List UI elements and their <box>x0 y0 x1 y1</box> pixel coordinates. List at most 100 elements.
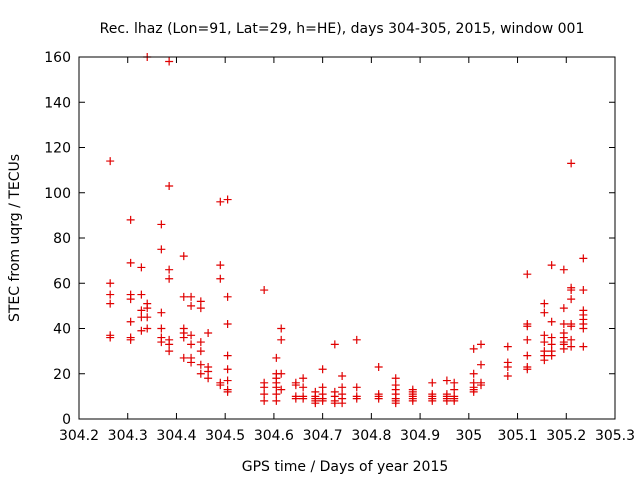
data-point <box>137 326 146 335</box>
data-point <box>204 367 213 376</box>
data-point <box>187 340 196 349</box>
data-point <box>223 365 232 374</box>
y-tick-label: 20 <box>53 367 71 383</box>
data-point <box>503 342 512 351</box>
data-point <box>126 335 135 344</box>
data-point <box>106 279 115 288</box>
x-tick-label: 304.9 <box>400 428 440 444</box>
y-tick-label: 60 <box>53 276 71 292</box>
data-point <box>311 399 320 408</box>
data-point <box>291 381 300 390</box>
data-point <box>567 335 576 344</box>
data-point <box>126 295 135 304</box>
data-point <box>216 381 225 390</box>
data-point <box>352 394 361 403</box>
data-point <box>330 340 339 349</box>
data-point <box>126 317 135 326</box>
data-point <box>179 353 188 362</box>
data-point <box>540 331 549 340</box>
data-point <box>567 286 576 295</box>
x-tick-label: 305.1 <box>497 428 537 444</box>
data-point <box>126 258 135 267</box>
data-point <box>196 347 205 356</box>
data-points <box>106 53 588 408</box>
data-point <box>223 319 232 328</box>
data-point <box>391 399 400 408</box>
x-tick-label: 305.3 <box>595 428 635 444</box>
data-point <box>106 299 115 308</box>
data-point <box>216 261 225 270</box>
data-point <box>277 369 286 378</box>
data-point <box>540 338 549 347</box>
data-point <box>216 274 225 283</box>
data-point <box>299 394 308 403</box>
data-point <box>579 286 588 295</box>
data-point <box>223 351 232 360</box>
data-point <box>567 159 576 168</box>
y-axis-label: STEC from uqrg / TECUs <box>7 154 23 322</box>
x-tick-label: 304.2 <box>59 428 99 444</box>
data-point <box>330 399 339 408</box>
data-point <box>579 342 588 351</box>
x-tick-label: 304.3 <box>108 428 148 444</box>
data-point <box>391 374 400 383</box>
data-point <box>165 340 174 349</box>
data-point <box>157 338 166 347</box>
data-point <box>165 57 174 66</box>
data-point <box>477 381 485 390</box>
data-point <box>179 333 188 342</box>
data-point <box>272 396 281 405</box>
x-tick-label: 304.7 <box>303 428 343 444</box>
data-point <box>477 360 485 369</box>
data-point <box>179 252 188 261</box>
data-point <box>260 390 269 399</box>
data-point <box>559 344 568 353</box>
data-point <box>187 358 196 367</box>
data-point <box>299 374 308 383</box>
y-tick-label: 140 <box>44 95 71 111</box>
data-point <box>442 396 451 405</box>
data-point <box>338 372 347 381</box>
data-point <box>277 324 286 333</box>
data-point <box>187 331 196 340</box>
y-tick-label: 0 <box>62 412 71 428</box>
data-point <box>204 329 213 338</box>
data-point <box>352 335 361 344</box>
axis-ticks: 304.2 304.3 304.4 304.5 304.6 304.7 304.8 304.9… <box>44 50 635 444</box>
x-tick-label: 304.6 <box>254 428 294 444</box>
data-point <box>187 292 196 301</box>
data-point <box>352 383 361 392</box>
data-point <box>318 365 327 374</box>
data-point <box>523 270 532 279</box>
data-point <box>450 385 459 394</box>
y-tick-label: 40 <box>53 322 71 338</box>
data-point <box>165 265 174 274</box>
data-point <box>277 335 286 344</box>
data-point <box>540 299 549 308</box>
data-point <box>469 387 478 396</box>
data-point <box>547 351 556 360</box>
data-point <box>260 396 269 405</box>
chart-title: Rec. lhaz (Lon=91, Lat=29, h=HE), days 3… <box>100 21 585 37</box>
data-point <box>204 374 213 383</box>
data-point <box>450 396 459 405</box>
y-tick-label: 80 <box>53 231 71 247</box>
x-tick-label: 305.2 <box>546 428 586 444</box>
data-point <box>260 383 269 392</box>
data-point <box>137 290 146 299</box>
data-point <box>523 365 532 374</box>
data-point <box>408 396 417 405</box>
data-point <box>428 396 437 405</box>
data-point <box>291 394 300 403</box>
data-point <box>559 265 568 274</box>
data-point <box>272 390 281 399</box>
data-point <box>547 340 556 349</box>
x-tick-label: 304.4 <box>156 428 196 444</box>
x-tick-label: 304.8 <box>351 428 391 444</box>
x-tick-label: 305 <box>455 428 482 444</box>
data-point <box>272 383 281 392</box>
data-point <box>106 290 115 299</box>
data-point <box>187 301 196 310</box>
data-point <box>540 356 549 365</box>
data-point <box>165 274 174 283</box>
